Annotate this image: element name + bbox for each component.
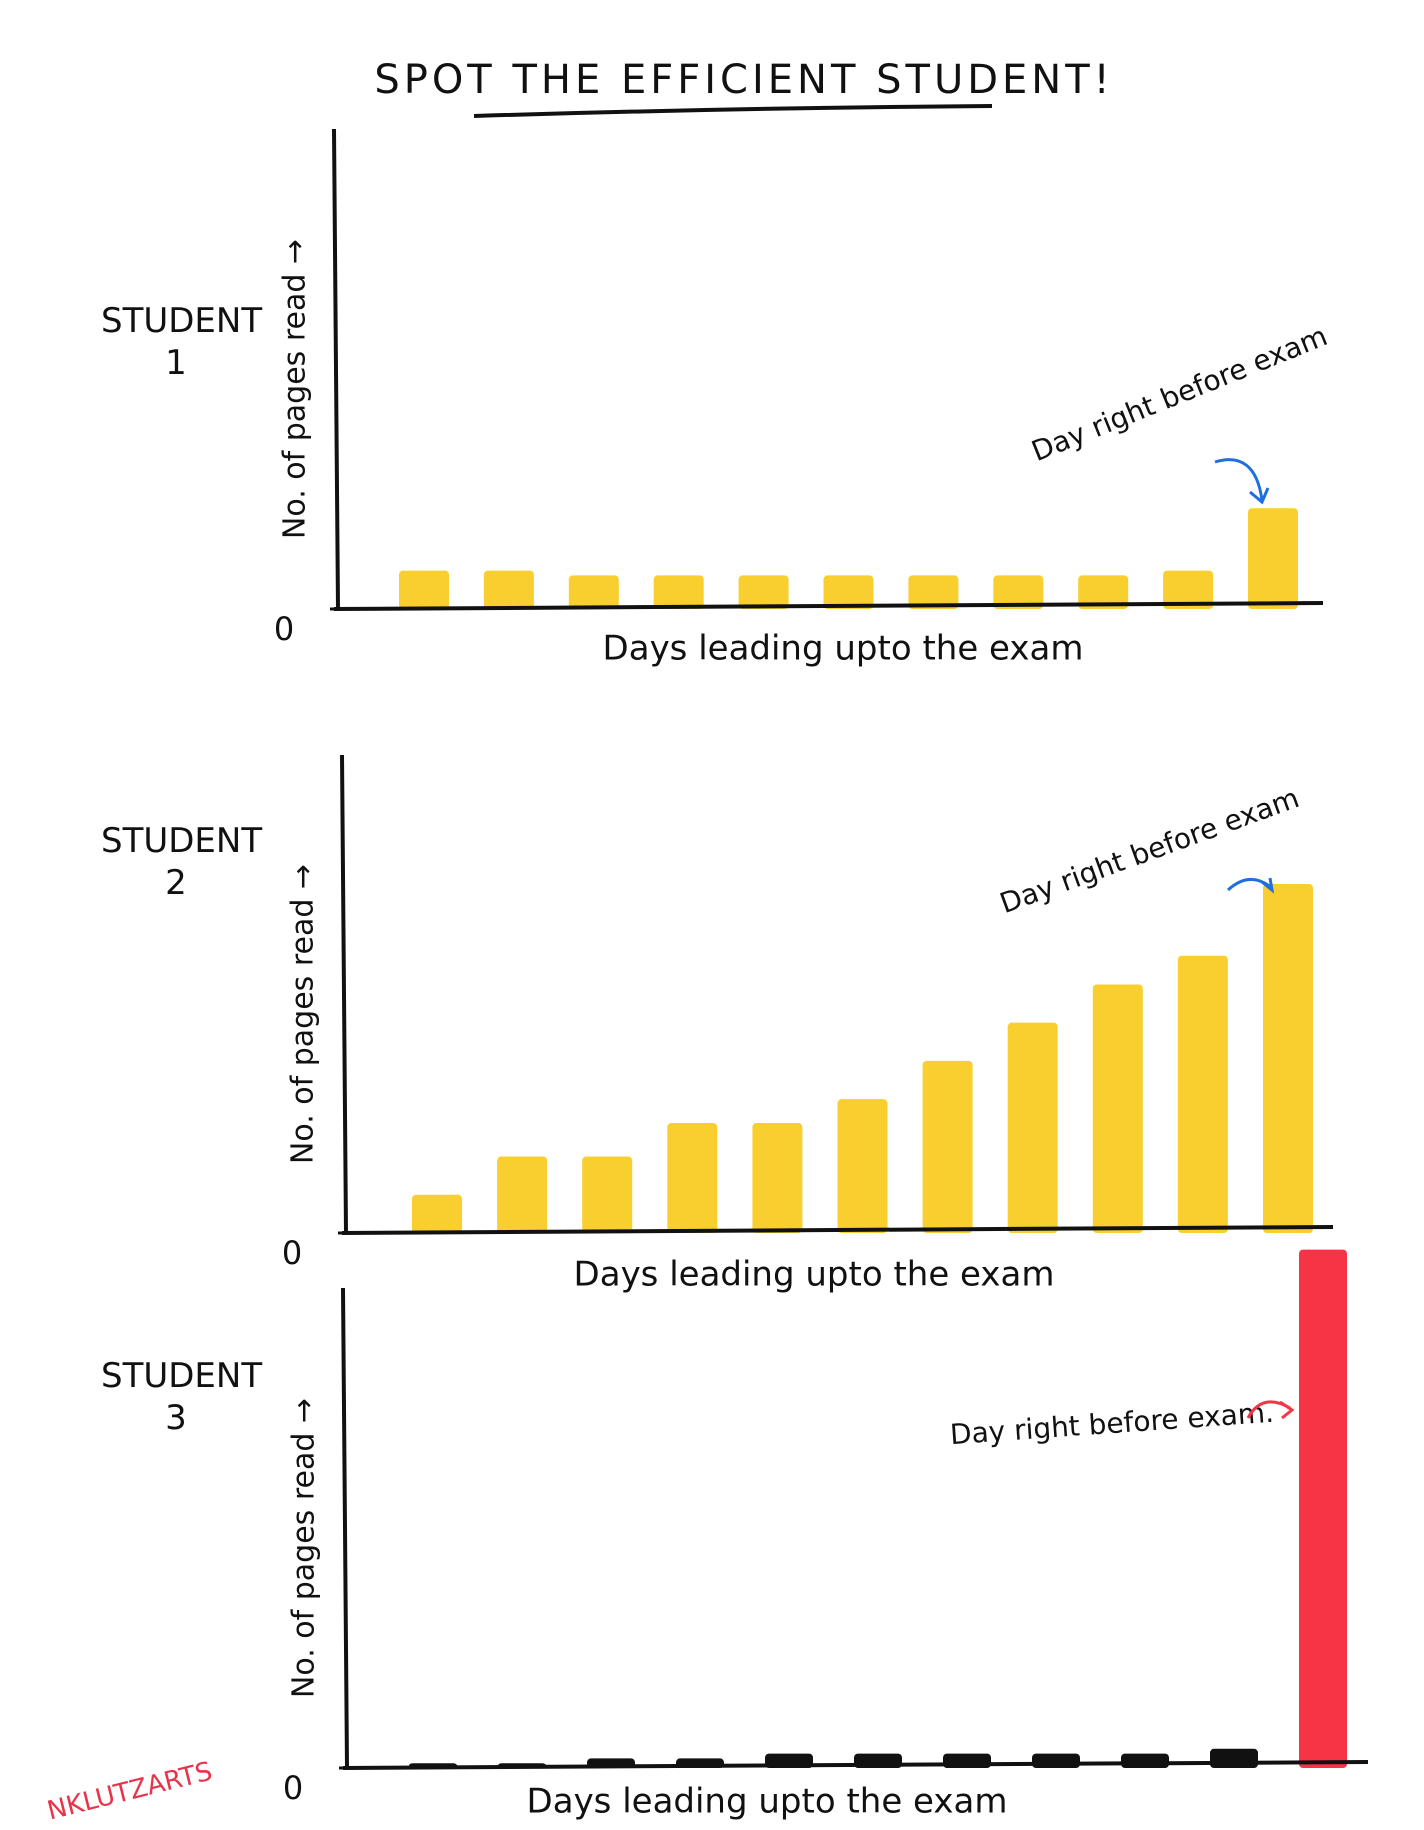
x-axis xyxy=(341,1225,1334,1235)
bar xyxy=(1163,570,1214,609)
student-label-box: STUDENT 2 xyxy=(101,821,263,903)
y-axis xyxy=(341,1287,349,1769)
bar xyxy=(1263,884,1313,1233)
title-underline xyxy=(473,104,993,118)
x-axis-label: Days leading upto the exam xyxy=(527,1782,1008,1822)
student-label-box: STUDENT 3 xyxy=(101,1356,263,1438)
y-axis xyxy=(340,754,348,1234)
y-tick-label: 0 xyxy=(274,610,294,648)
bar xyxy=(922,1060,973,1233)
student-label-box: STUDENT 1 xyxy=(101,301,263,383)
bar xyxy=(1007,1022,1058,1233)
signature: NKLUTZARTS xyxy=(44,1757,215,1827)
bar xyxy=(752,1123,803,1233)
bar xyxy=(908,575,959,609)
x-axis-label: Days leading upto the exam xyxy=(574,1255,1055,1295)
student-label: STUDENT 1 xyxy=(101,301,263,383)
bar xyxy=(993,575,1044,609)
bar xyxy=(497,1156,548,1233)
bar xyxy=(568,575,619,609)
y-axis xyxy=(332,128,340,610)
x-axis xyxy=(333,601,1324,611)
annotation-arrow xyxy=(1246,1400,1295,1420)
page-title: SPOT THE EFFICIENT STUDENT! xyxy=(374,57,1113,103)
annotation: Day right before exam. xyxy=(949,1396,1275,1452)
bar xyxy=(667,1123,718,1233)
student-label: STUDENT 3 xyxy=(101,1356,263,1438)
annotation: Day right before exam xyxy=(996,781,1304,920)
bar xyxy=(399,570,449,609)
bar xyxy=(1092,984,1143,1233)
bar xyxy=(823,575,874,609)
y-tick-label: 0 xyxy=(282,1234,302,1272)
x-axis xyxy=(342,1760,1369,1770)
bar xyxy=(483,570,534,609)
bar xyxy=(653,575,704,609)
bar xyxy=(1299,1249,1347,1768)
x-axis-label: Days leading upto the exam xyxy=(603,629,1084,669)
bar xyxy=(412,1194,462,1233)
bar xyxy=(1210,1748,1258,1768)
bar xyxy=(738,575,789,609)
bar xyxy=(582,1156,633,1233)
annotation-arrow xyxy=(1214,458,1270,505)
bar xyxy=(1177,955,1228,1233)
y-axis-label: No. of pages read → xyxy=(286,864,321,1164)
bar xyxy=(1121,1753,1169,1768)
y-axis-label: No. of pages read → xyxy=(278,239,313,539)
annotation-arrow xyxy=(1226,877,1275,894)
y-tick-label: 0 xyxy=(283,1769,303,1807)
student-label: STUDENT 2 xyxy=(101,821,263,903)
bar xyxy=(1248,508,1298,609)
annotation: Day right before exam xyxy=(1027,319,1332,468)
bar xyxy=(1078,575,1129,609)
bar xyxy=(837,1099,888,1233)
y-axis-label: No. of pages read → xyxy=(287,1398,322,1698)
